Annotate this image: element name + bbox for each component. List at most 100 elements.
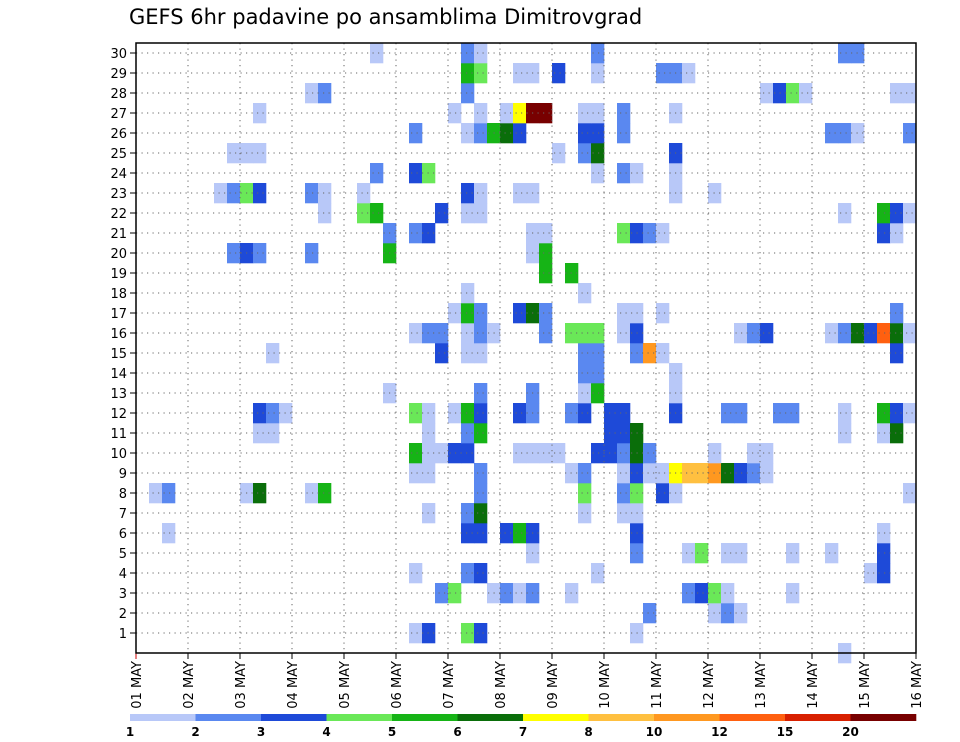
heatmap-cell xyxy=(578,343,592,364)
heatmap-cell xyxy=(838,323,852,344)
y-tick-label: 30 xyxy=(110,47,127,62)
legend-label: 10 xyxy=(646,725,663,739)
axes: 1234567891011121314151617181920212223242… xyxy=(110,47,925,709)
heatmap-cell xyxy=(435,203,449,224)
heatmap-cell xyxy=(578,503,592,524)
y-tick-label: 5 xyxy=(119,547,127,562)
heatmap-cell xyxy=(903,323,917,344)
x-tick-label: 05 MAY xyxy=(338,661,353,709)
heatmap-cell xyxy=(539,323,553,344)
heatmap-cell xyxy=(448,103,462,124)
heatmap-cell xyxy=(513,523,527,544)
grid-lines xyxy=(136,43,916,653)
y-tick-label: 15 xyxy=(110,347,127,362)
heatmap-cell xyxy=(409,443,423,464)
heatmap-cell xyxy=(435,343,449,364)
x-tick-label: 16 MAY xyxy=(910,661,925,709)
heatmap-cell xyxy=(513,63,527,84)
heatmap-cell xyxy=(214,183,228,204)
legend-swatch xyxy=(130,714,196,721)
heatmap-cell xyxy=(409,123,423,144)
heatmap-cell xyxy=(513,183,527,204)
heatmap-cell xyxy=(539,103,553,124)
y-tick-label: 2 xyxy=(119,607,127,622)
heatmap-cell xyxy=(409,403,423,424)
legend-label: 3 xyxy=(257,725,265,739)
heatmap-cell xyxy=(409,563,423,584)
heatmap-cell xyxy=(617,483,631,504)
heatmap-cell xyxy=(656,463,670,484)
heatmap-cell xyxy=(591,343,605,364)
heatmap-cell xyxy=(149,483,163,504)
heatmap-cell xyxy=(890,343,904,364)
heatmap-cell xyxy=(890,323,904,344)
heatmap-cell xyxy=(591,563,605,584)
heatmap-cell xyxy=(838,423,852,444)
legend-swatch xyxy=(457,714,524,721)
heatmap-cell xyxy=(734,543,748,564)
heatmap-cell xyxy=(227,183,241,204)
heatmap-cell xyxy=(760,443,774,464)
chart-title: GEFS 6hr padavine po ansamblima Dimitrov… xyxy=(129,5,643,29)
heatmap-cell xyxy=(682,583,696,604)
heatmap-cell xyxy=(305,183,319,204)
heatmap-cell xyxy=(513,303,527,324)
heatmap-cell xyxy=(461,83,475,104)
heatmap-cell xyxy=(500,583,514,604)
heatmap-cell xyxy=(539,223,553,244)
heatmap-cell xyxy=(786,583,800,604)
y-tick-label: 14 xyxy=(110,367,127,382)
heatmap-cell xyxy=(461,303,475,324)
heatmap-cell xyxy=(617,403,631,424)
heatmap-cell xyxy=(617,423,631,444)
heatmap-cell xyxy=(578,123,592,144)
x-tick-label: 08 MAY xyxy=(494,661,509,709)
y-tick-label: 19 xyxy=(110,267,127,282)
heatmap-cell xyxy=(591,103,605,124)
heatmap-cell xyxy=(903,403,917,424)
heatmap-cell xyxy=(838,43,852,64)
heatmap-cell xyxy=(500,123,514,144)
heatmap-cell xyxy=(734,403,748,424)
y-tick-label: 12 xyxy=(110,407,127,422)
heatmap-cell xyxy=(617,443,631,464)
heatmap-cell xyxy=(838,123,852,144)
heatmap-cell xyxy=(591,163,605,184)
heatmap-cell xyxy=(786,403,800,424)
heatmap-cell xyxy=(578,383,592,404)
heatmap-cell xyxy=(461,523,475,544)
y-tick-label: 17 xyxy=(110,307,127,322)
heatmap-cell xyxy=(461,343,475,364)
heatmap-cell xyxy=(253,403,267,424)
heatmap-cell xyxy=(864,563,878,584)
heatmap-cell xyxy=(747,463,761,484)
heatmap-cell xyxy=(695,463,709,484)
heatmap-cell xyxy=(435,323,449,344)
heatmap-cell xyxy=(409,463,423,484)
heatmap-cell xyxy=(461,183,475,204)
legend-label: 8 xyxy=(584,725,592,739)
y-tick-label: 13 xyxy=(110,387,127,402)
heatmap-cell xyxy=(617,463,631,484)
heatmap-cell xyxy=(591,63,605,84)
heatmap-cell xyxy=(357,183,371,204)
heatmap-cell xyxy=(461,423,475,444)
heatmap-cell xyxy=(253,183,267,204)
heatmap-cell xyxy=(591,143,605,164)
heatmap-cell xyxy=(617,123,631,144)
heatmap-cell xyxy=(266,423,280,444)
heatmap-cell xyxy=(591,123,605,144)
legend-label: 4 xyxy=(322,725,330,739)
heatmap-cell xyxy=(617,503,631,524)
heatmap-cell xyxy=(500,523,514,544)
heatmap-cell xyxy=(266,343,280,364)
heatmap-cell xyxy=(890,223,904,244)
y-tick-label: 22 xyxy=(110,207,127,222)
x-tick-label: 03 MAY xyxy=(234,661,249,709)
y-tick-label: 18 xyxy=(110,287,127,302)
heatmap-cell xyxy=(513,403,527,424)
x-tick-label: 12 MAY xyxy=(702,661,717,709)
heatmap-cell xyxy=(448,583,462,604)
heatmap-cell xyxy=(461,283,475,304)
heatmap-cell xyxy=(682,63,696,84)
